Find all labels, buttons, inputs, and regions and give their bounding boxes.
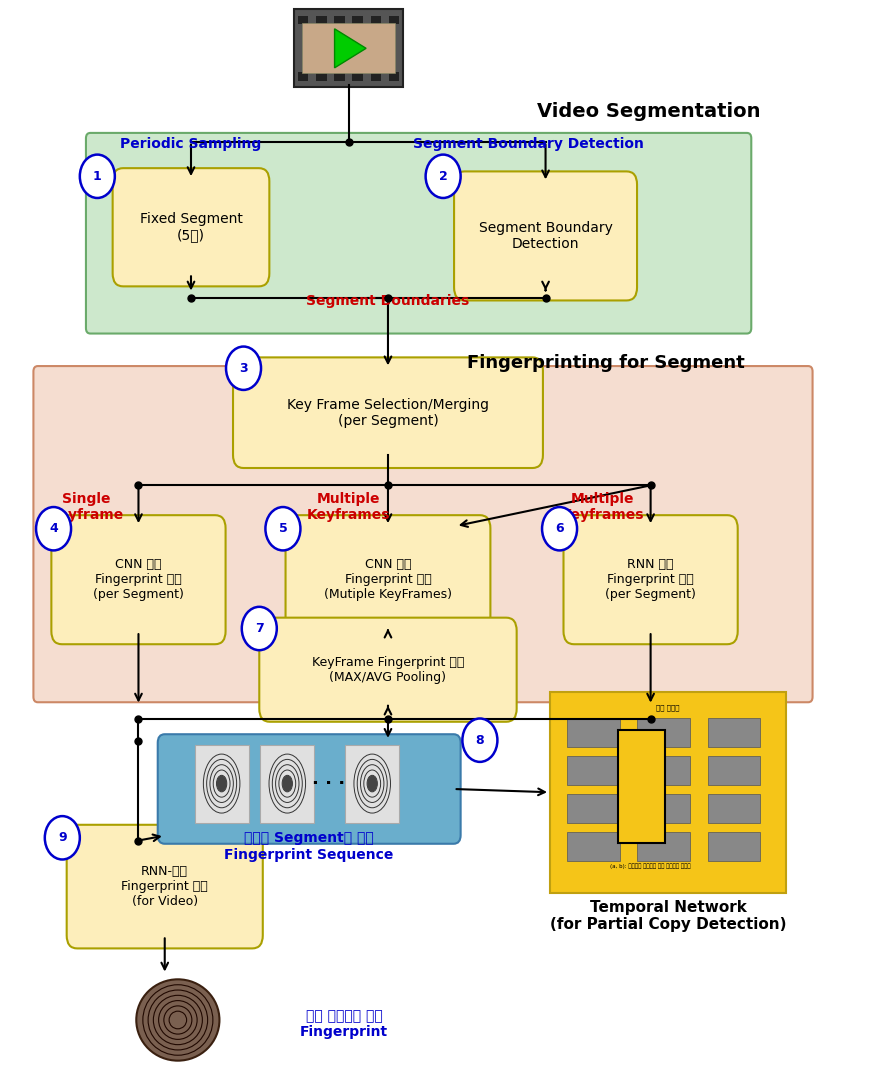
FancyBboxPatch shape [707, 718, 760, 748]
FancyBboxPatch shape [67, 825, 263, 948]
FancyBboxPatch shape [334, 15, 344, 24]
Circle shape [226, 347, 261, 390]
Text: 전체 비디오에 대한
Fingerprint: 전체 비디오에 대한 Fingerprint [300, 1009, 389, 1040]
Polygon shape [335, 28, 366, 68]
FancyBboxPatch shape [113, 168, 270, 287]
FancyBboxPatch shape [638, 794, 690, 823]
Circle shape [80, 155, 115, 198]
FancyBboxPatch shape [302, 23, 395, 73]
Text: 7: 7 [255, 622, 263, 635]
Circle shape [542, 507, 577, 550]
FancyBboxPatch shape [707, 832, 760, 861]
FancyBboxPatch shape [454, 171, 637, 301]
FancyBboxPatch shape [567, 794, 620, 823]
Text: 6: 6 [555, 522, 564, 535]
FancyBboxPatch shape [352, 72, 363, 81]
FancyBboxPatch shape [567, 756, 620, 785]
Text: Single
Keyframe: Single Keyframe [48, 492, 123, 522]
Circle shape [463, 718, 498, 762]
FancyBboxPatch shape [260, 744, 315, 823]
FancyBboxPatch shape [564, 516, 737, 644]
Ellipse shape [282, 775, 292, 791]
Text: 4: 4 [49, 522, 58, 535]
Text: 비디오 Segment에 대한
Fingerprint Sequence: 비디오 Segment에 대한 Fingerprint Sequence [225, 832, 394, 861]
FancyBboxPatch shape [294, 10, 403, 87]
Ellipse shape [137, 979, 219, 1061]
Text: KeyFrame Fingerprint 융합
(MAX/AVG Pooling): KeyFrame Fingerprint 융합 (MAX/AVG Pooling… [312, 656, 464, 683]
FancyBboxPatch shape [51, 516, 226, 644]
Text: CNN 기반
Fingerprint 생성
(Mutiple KeyFrames): CNN 기반 Fingerprint 생성 (Mutiple KeyFrames… [324, 558, 452, 602]
Text: Fixed Segment
(5초): Fixed Segment (5초) [139, 213, 242, 242]
Circle shape [265, 507, 300, 550]
Text: Segment Boundary Detection: Segment Boundary Detection [412, 136, 643, 150]
Text: Temporal Network
(for Partial Copy Detection): Temporal Network (for Partial Copy Detec… [550, 899, 787, 932]
FancyBboxPatch shape [707, 756, 760, 785]
Circle shape [426, 155, 461, 198]
Text: 5: 5 [278, 522, 287, 535]
Text: · · ·: · · · [312, 775, 345, 792]
Text: RNN-기반
Fingerprint 생성
(for Video): RNN-기반 Fingerprint 생성 (for Video) [122, 865, 208, 908]
FancyBboxPatch shape [352, 15, 363, 24]
Text: 전체 비디오: 전체 비디오 [656, 704, 680, 711]
FancyBboxPatch shape [86, 133, 751, 334]
FancyBboxPatch shape [316, 72, 327, 81]
FancyBboxPatch shape [707, 794, 760, 823]
FancyBboxPatch shape [567, 832, 620, 861]
Text: 9: 9 [58, 832, 67, 845]
FancyBboxPatch shape [259, 618, 516, 722]
FancyBboxPatch shape [638, 718, 690, 748]
Circle shape [36, 507, 71, 550]
Ellipse shape [217, 775, 226, 791]
Text: Periodic Sampling: Periodic Sampling [121, 136, 262, 150]
FancyBboxPatch shape [33, 366, 812, 702]
FancyBboxPatch shape [389, 72, 399, 81]
FancyBboxPatch shape [371, 72, 381, 81]
Text: Video Segmentation: Video Segmentation [537, 101, 760, 121]
Text: 2: 2 [439, 170, 448, 183]
Text: RNN 기반
Fingerprint 생성
(per Segment): RNN 기반 Fingerprint 생성 (per Segment) [605, 558, 696, 602]
Text: (a, b): 프레임의 비디오에 제안 시네마의 프레이: (a, b): 프레임의 비디오에 제안 시네마의 프레이 [611, 863, 691, 869]
FancyBboxPatch shape [371, 15, 381, 24]
FancyBboxPatch shape [334, 72, 344, 81]
FancyBboxPatch shape [550, 692, 787, 893]
FancyBboxPatch shape [618, 730, 665, 844]
Text: Fingerprinting for Segment: Fingerprinting for Segment [467, 354, 744, 372]
Text: 1: 1 [93, 170, 101, 183]
FancyBboxPatch shape [567, 718, 620, 748]
FancyBboxPatch shape [158, 735, 461, 844]
FancyBboxPatch shape [389, 15, 399, 24]
Ellipse shape [367, 775, 377, 791]
FancyBboxPatch shape [638, 756, 690, 785]
Text: Multiple
Keyframes: Multiple Keyframes [307, 492, 390, 522]
FancyBboxPatch shape [298, 15, 308, 24]
Text: CNN 기반
Fingerprint 생성
(per Segment): CNN 기반 Fingerprint 생성 (per Segment) [93, 558, 184, 602]
FancyBboxPatch shape [195, 744, 248, 823]
FancyBboxPatch shape [638, 832, 690, 861]
Text: 3: 3 [240, 362, 248, 375]
FancyBboxPatch shape [285, 516, 491, 644]
FancyBboxPatch shape [345, 744, 399, 823]
Text: 8: 8 [476, 734, 485, 747]
Text: Segment Boundaries: Segment Boundaries [307, 294, 470, 308]
FancyBboxPatch shape [298, 72, 308, 81]
Text: Segment Boundary
Detection: Segment Boundary Detection [478, 221, 612, 251]
Circle shape [45, 816, 80, 860]
Text: Key Frame Selection/Merging
(per Segment): Key Frame Selection/Merging (per Segment… [287, 398, 489, 427]
Text: Multiple
Keyframes: Multiple Keyframes [560, 492, 644, 522]
FancyBboxPatch shape [316, 15, 327, 24]
Circle shape [241, 607, 277, 651]
FancyBboxPatch shape [233, 358, 543, 468]
